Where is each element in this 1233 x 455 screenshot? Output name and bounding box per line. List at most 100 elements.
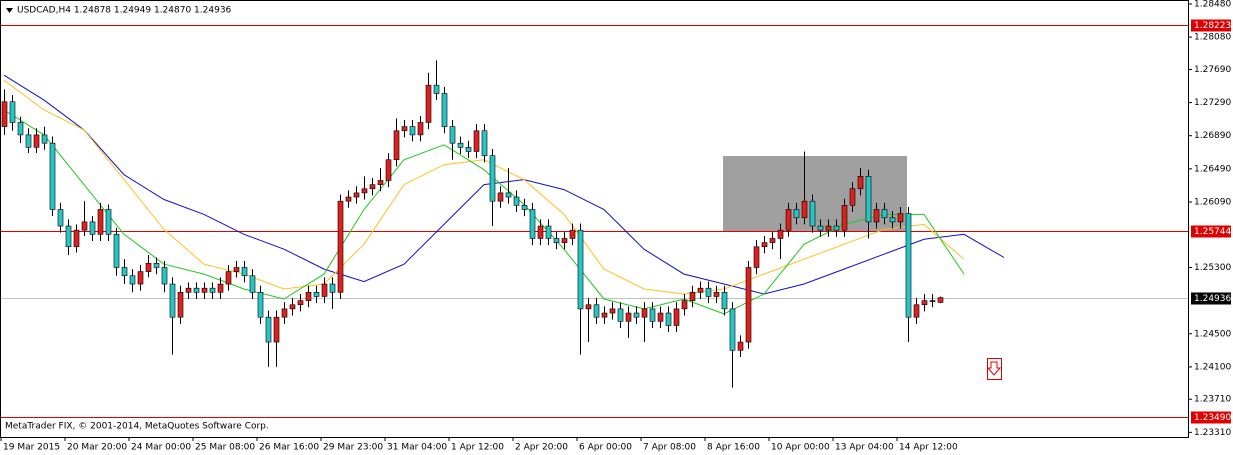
- candle-body: [489, 155, 496, 202]
- candle-body: [857, 176, 864, 190]
- chart-title: USDCAD,H4 1.24878 1.24949 1.24870 1.2493…: [17, 6, 232, 16]
- x-tick-label: 8 Apr 16:00: [707, 443, 760, 453]
- candle-body: [673, 308, 680, 326]
- candle-body: [593, 304, 600, 318]
- moving-average: [3, 74, 1005, 295]
- x-tick-label: 25 Mar 08:00: [195, 443, 255, 453]
- x-tick-label: 26 Mar 16:00: [259, 443, 319, 453]
- level-label: 1.28223: [1194, 21, 1231, 31]
- candle-body: [185, 287, 192, 293]
- candle-body: [225, 271, 232, 285]
- candle-body: [497, 192, 504, 202]
- candle-body: [801, 200, 808, 219]
- x-tick-label: 2 Apr 20:00: [515, 443, 568, 453]
- y-tick-label: 1.24100: [1194, 362, 1231, 372]
- y-tick-label: 1.24500: [1194, 329, 1231, 339]
- level-label-box: [1191, 19, 1231, 32]
- plot-frame: [0, 0, 1189, 438]
- x-tick-label: 14 Apr 12:00: [899, 443, 958, 453]
- candle-body: [289, 304, 296, 310]
- y-tick-label: 1.28080: [1194, 33, 1231, 43]
- y-tick-label: 1.28480: [1194, 0, 1231, 9]
- candle-body: [897, 213, 904, 223]
- candle-body: [521, 205, 528, 210]
- y-tick-label: 1.26890: [1194, 131, 1231, 141]
- candle-body: [409, 126, 416, 136]
- candle-body: [769, 238, 776, 243]
- y-tick-label: 1.26090: [1194, 198, 1231, 208]
- candle-body: [921, 300, 928, 306]
- candle-body: [201, 287, 208, 293]
- candle-body: [137, 271, 144, 285]
- candle-body: [33, 134, 40, 148]
- candle-body: [761, 242, 768, 248]
- candle-body: [729, 308, 736, 351]
- x-tick-label: 19 Mar 2015: [3, 443, 60, 453]
- candle-body: [193, 287, 200, 293]
- x-tick-label: 1 Apr 12:00: [451, 443, 504, 453]
- candle-body: [817, 225, 824, 231]
- x-tick-label: 10 Apr 00:00: [771, 443, 830, 453]
- candle-body: [849, 188, 856, 206]
- level-label-box: [1191, 225, 1231, 238]
- candle-body: [377, 180, 384, 185]
- candle-body: [753, 246, 760, 268]
- candle-body: [561, 238, 568, 243]
- candle-body: [745, 267, 752, 343]
- candle-body: [689, 292, 696, 301]
- candle-body: [433, 84, 440, 94]
- level-label: 1.23490: [1194, 413, 1231, 423]
- candle-body: [161, 267, 168, 285]
- x-tick-label: 24 Mar 00:00: [131, 443, 191, 453]
- candle-body: [473, 130, 480, 152]
- candle-body: [273, 316, 280, 343]
- candle-body: [529, 209, 536, 239]
- menu-triangle: [6, 8, 13, 13]
- candle-body: [25, 134, 32, 148]
- candle-body: [721, 292, 728, 310]
- level-label: 1.25744: [1194, 227, 1231, 237]
- candle-body: [625, 312, 632, 322]
- candle-body: [505, 192, 512, 198]
- candle-body: [425, 84, 432, 123]
- candle-body: [305, 292, 312, 301]
- candle-body: [449, 126, 456, 144]
- candle-body: [889, 217, 896, 223]
- candle-body: [833, 225, 840, 231]
- candle-body: [465, 147, 472, 152]
- x-tick-label: 20 Mar 20:00: [67, 443, 127, 453]
- candle-body: [913, 304, 920, 318]
- y-tick-label: 1.27290: [1194, 98, 1231, 108]
- candle-body: [1, 101, 8, 127]
- candle-body: [481, 130, 488, 156]
- candle-body: [385, 159, 392, 181]
- candle-body: [905, 213, 912, 318]
- x-tick-label: 31 Mar 04:00: [387, 443, 447, 453]
- candle-body: [881, 209, 888, 219]
- candle-body: [793, 209, 800, 219]
- signal-icon: [986, 358, 1002, 380]
- candle-body: [105, 209, 112, 235]
- candle-body: [697, 287, 704, 293]
- candle-body: [369, 184, 376, 190]
- candle-body: [417, 122, 424, 136]
- candle-body: [553, 238, 560, 243]
- candle-body: [129, 275, 136, 285]
- candle-body: [809, 200, 816, 227]
- candle-body: [113, 234, 120, 268]
- candle-body: [841, 205, 848, 231]
- candle-body: [777, 229, 784, 239]
- candle-body: [537, 225, 544, 239]
- candle-body: [217, 283, 224, 293]
- candle-body: [169, 283, 176, 318]
- candle-body: [353, 192, 360, 198]
- candle-body: [705, 287, 712, 297]
- candle-body: [153, 263, 160, 268]
- candle-body: [569, 229, 576, 239]
- candle-body: [713, 292, 720, 297]
- candle-body: [865, 176, 872, 223]
- candle-body: [937, 297, 944, 303]
- candle-body: [121, 267, 128, 277]
- candle-body: [681, 300, 688, 310]
- candle-body: [81, 221, 88, 231]
